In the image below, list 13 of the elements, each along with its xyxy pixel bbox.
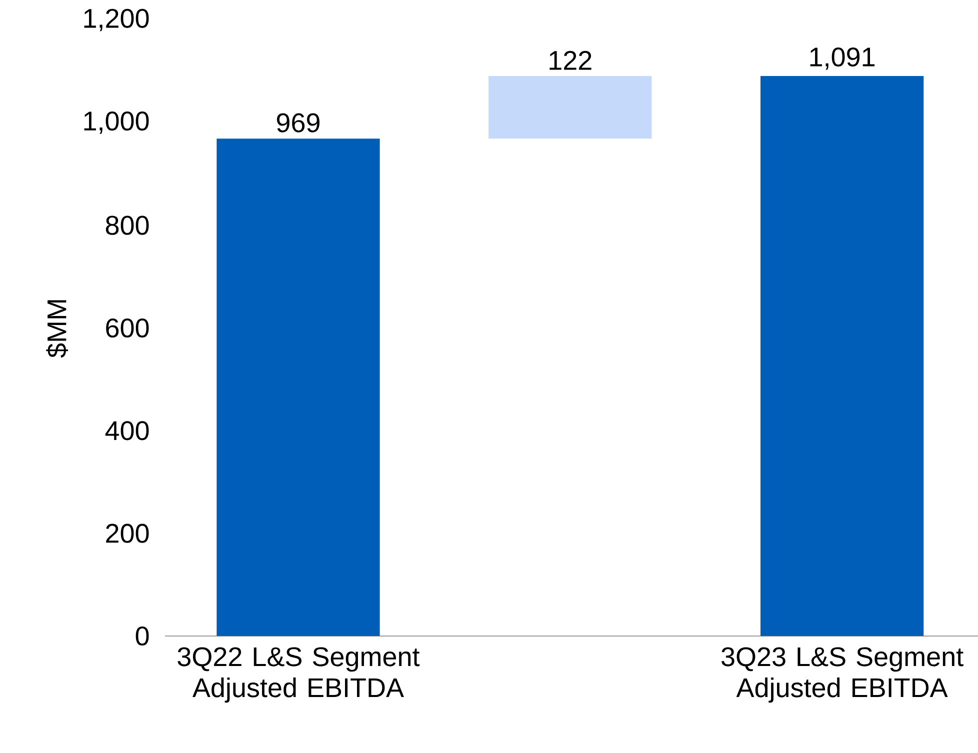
x-tick-label: 3Q23 L&S Segment Adjusted EBITDA	[722, 647, 964, 703]
y-tick-label: 200	[106, 524, 149, 543]
y-tick-label: 600	[106, 318, 149, 338]
y-tick-label: 400	[105, 421, 149, 440]
y-tick-label: 1,200	[84, 8, 149, 32]
data-label: 969	[276, 113, 320, 132]
y-axis-title: $MM	[46, 300, 68, 358]
data-label: 1,091	[810, 47, 875, 70]
y-tick-label: 1,000	[84, 112, 149, 134]
x-tick-label: 3Q22 L&S Segment Adjusted EBITDA	[178, 647, 420, 703]
y-tick-label: 800	[106, 216, 149, 235]
y-tick-label: 0	[136, 626, 149, 646]
data-label: 122	[550, 50, 592, 70]
